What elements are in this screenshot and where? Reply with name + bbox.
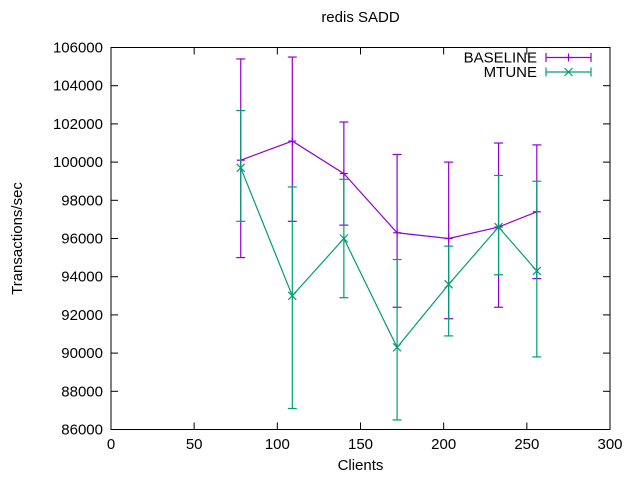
data-point-marker xyxy=(494,222,503,232)
y-tick-label: 106000 xyxy=(53,40,103,57)
series-line xyxy=(240,140,538,240)
series-baseline xyxy=(236,56,542,320)
x-tick-label: 0 xyxy=(107,436,115,453)
series-line xyxy=(240,167,538,349)
data-point-marker xyxy=(236,163,246,173)
x-tick-label: 100 xyxy=(265,436,290,453)
legend-sample-marker xyxy=(564,67,573,77)
data-point-marker xyxy=(444,279,454,289)
x-tick-label: 150 xyxy=(348,436,373,453)
data-point-marker xyxy=(392,342,402,352)
data-point-marker xyxy=(287,291,297,301)
chart-title: redis SADD xyxy=(321,9,400,26)
legend-label: MTUNE xyxy=(484,64,537,81)
y-tick-label: 94000 xyxy=(61,269,103,286)
y-tick-label: 102000 xyxy=(53,116,103,133)
x-tick-label: 200 xyxy=(431,436,456,453)
plot-border xyxy=(110,47,611,430)
data-point-marker xyxy=(339,234,349,243)
y-axis-label: Transactions/sec xyxy=(9,182,26,295)
x-axis-label: Clients xyxy=(338,457,384,474)
series-mtune xyxy=(236,109,542,421)
y-tick-label: 92000 xyxy=(61,307,103,324)
y-tick-label: 88000 xyxy=(61,383,103,400)
legend-label: BASELINE xyxy=(464,50,537,67)
data-point-marker xyxy=(532,266,542,276)
y-tick-label: 90000 xyxy=(61,345,103,362)
y-tick-label: 104000 xyxy=(53,78,103,95)
x-tick-label: 250 xyxy=(514,436,539,453)
x-tick-label: 300 xyxy=(597,436,622,453)
y-tick-label: 100000 xyxy=(53,154,103,171)
y-tick-label: 98000 xyxy=(61,192,103,209)
y-tick-label: 96000 xyxy=(61,231,103,248)
y-tick-label: 86000 xyxy=(61,422,103,439)
x-tick-label: 50 xyxy=(186,436,203,453)
